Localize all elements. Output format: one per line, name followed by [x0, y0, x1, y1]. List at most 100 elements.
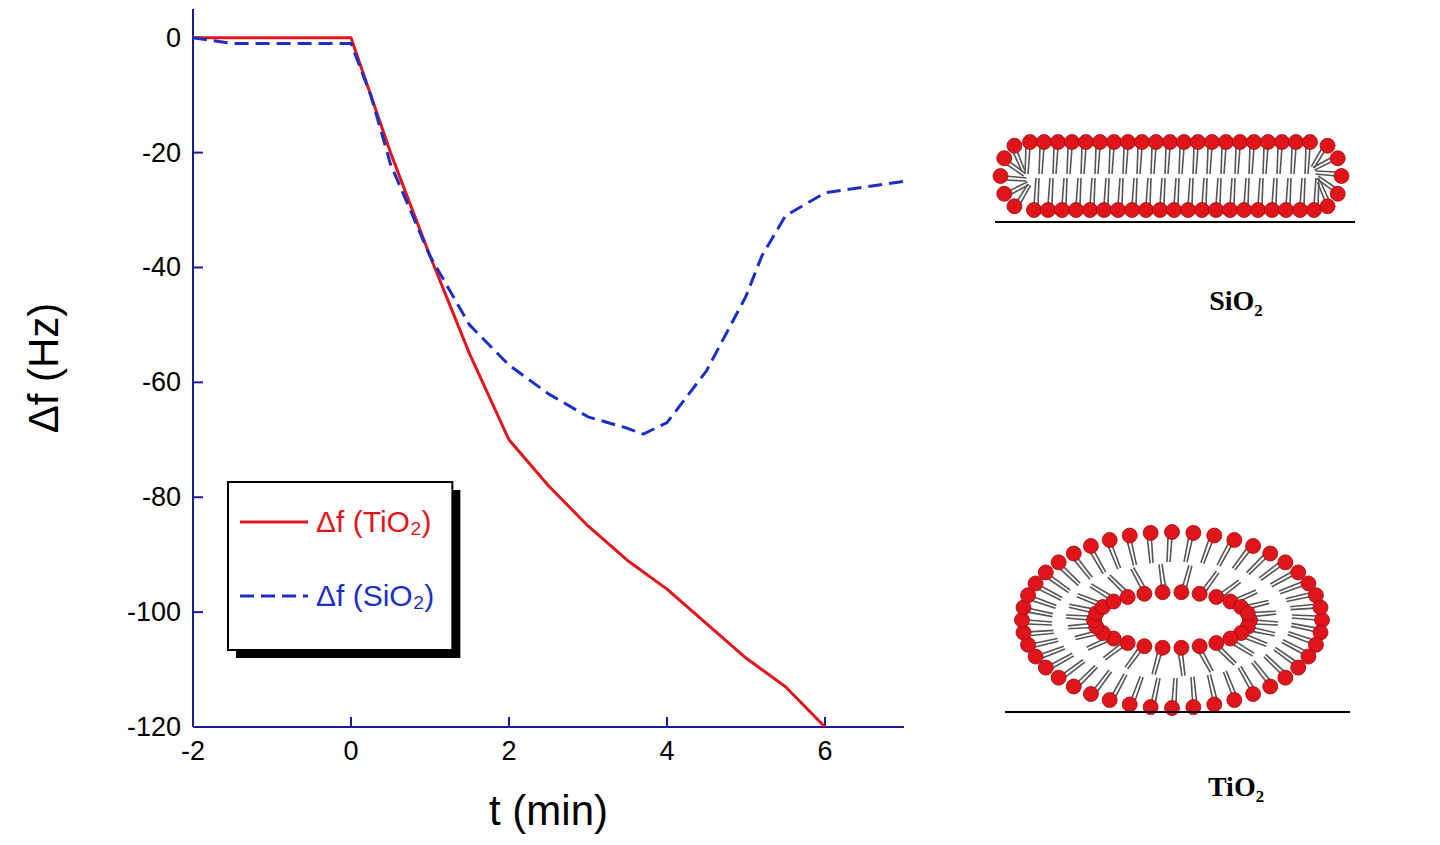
lipid-tail: [1179, 147, 1180, 174]
lipid-tail: [1280, 147, 1282, 174]
lipid-head: [1251, 203, 1266, 218]
y-tick: [193, 496, 203, 498]
lipid-tail: [1167, 537, 1168, 562]
lipid-tail: [1067, 147, 1068, 174]
lipid-tail: [1060, 569, 1078, 586]
x-tick: [508, 717, 510, 727]
lipid-tail: [1286, 593, 1310, 599]
y-tick-label: -80: [142, 482, 181, 512]
lipid-tail: [1258, 178, 1260, 205]
lipid-tail: [1151, 147, 1152, 174]
legend-swatch: [240, 595, 308, 598]
lipid-tail: [1066, 618, 1089, 620]
lipid-head: [1066, 546, 1081, 561]
lipid-head: [997, 151, 1012, 166]
lipid-head: [1275, 135, 1290, 150]
lipid-tail: [1304, 178, 1305, 205]
lipid-tail: [1259, 563, 1279, 578]
lipid-head: [1263, 679, 1278, 694]
lipid-head: [1051, 555, 1066, 570]
lipid-head: [1330, 151, 1345, 166]
lipid-tail: [1066, 178, 1067, 205]
lipid-head: [1155, 585, 1170, 600]
lipid-tail: [1206, 178, 1207, 205]
lipid-head: [1155, 640, 1170, 655]
lipid-tail: [1234, 178, 1235, 205]
y-tick-label: -40: [142, 252, 181, 282]
lipid-tail: [1174, 178, 1176, 205]
x-tick-label: 4: [659, 736, 674, 766]
lipid-tail: [1110, 575, 1127, 591]
substrate-line: [1005, 711, 1350, 713]
lipid-tail: [1028, 630, 1053, 631]
lipid-tail: [1151, 538, 1153, 563]
lipid-head: [1313, 600, 1328, 615]
lipid-head: [1125, 203, 1140, 218]
y-tick-label: -60: [142, 367, 181, 397]
lipid-tail: [1245, 638, 1267, 646]
x-axis: [193, 726, 904, 728]
lipid-tail: [1098, 147, 1100, 174]
lipid-head: [1289, 135, 1304, 150]
y-tick: [193, 611, 203, 613]
lipid-tail: [1052, 178, 1053, 205]
lipid-head: [1237, 203, 1252, 218]
lipid-tail: [1078, 594, 1100, 602]
y-tick: [193, 152, 203, 154]
lipid-tail: [1266, 654, 1284, 671]
lipid-tail: [1081, 147, 1082, 174]
lipid-tail: [1048, 578, 1069, 592]
lipid-head: [1051, 135, 1066, 150]
lipid-head: [1065, 135, 1080, 150]
lipid-head: [1120, 589, 1135, 604]
lipid-head: [1205, 135, 1220, 150]
lipid-tail: [1134, 567, 1145, 587]
lipid-tail: [1097, 672, 1112, 692]
lipid-tail: [1308, 147, 1310, 174]
lipid-tail: [1137, 147, 1138, 174]
lipid-head: [1209, 589, 1224, 604]
lipid-tail: [1283, 640, 1305, 651]
lipid-tail: [1176, 678, 1177, 703]
vesicle: [1015, 525, 1330, 716]
lipid-head: [1240, 606, 1255, 621]
lipid-tail: [1027, 620, 1052, 622]
lipid-head: [1293, 203, 1308, 218]
lipid-tail: [1291, 147, 1292, 174]
lipid-head: [1083, 687, 1098, 702]
lipid-tail: [1235, 147, 1236, 174]
lipid-tail: [1118, 178, 1120, 205]
lipid-head: [1192, 639, 1207, 654]
lipid-tail: [1070, 147, 1072, 174]
lipid-tail: [1224, 147, 1226, 174]
lipid-head: [1137, 586, 1152, 601]
lipid-tail: [1038, 589, 1060, 600]
lipid-head: [1083, 203, 1098, 218]
lipid-tail: [1252, 147, 1254, 174]
substrate-label: TiO₂: [1208, 771, 1264, 802]
lipid-head: [1083, 538, 1098, 553]
lipid-tail: [1123, 147, 1124, 174]
lipid-tail: [1127, 542, 1133, 566]
x-tick: [192, 717, 194, 727]
lipid-tail: [1152, 652, 1158, 674]
lipid-tail: [1095, 147, 1096, 174]
lipid-head: [1207, 528, 1222, 543]
lipid-tail: [1233, 644, 1253, 656]
lipid-tail: [1006, 180, 1027, 181]
lipid-tail: [1290, 608, 1315, 609]
x-tick-label: 0: [343, 736, 358, 766]
lipid-tail: [1154, 147, 1156, 174]
x-tick: [666, 717, 668, 727]
x-tick: [350, 717, 352, 727]
lipid-head: [1027, 203, 1042, 218]
lipid-head: [1139, 203, 1154, 218]
lipid-tail: [1140, 147, 1142, 174]
lipid-head: [1165, 701, 1180, 716]
lipid-tail: [1066, 615, 1089, 616]
lipid-head: [1149, 135, 1164, 150]
lipid-tail: [1039, 147, 1040, 174]
lipid-tail: [1011, 184, 1029, 194]
lipid-tail: [1112, 147, 1114, 174]
y-tick-label: -20: [142, 138, 181, 168]
